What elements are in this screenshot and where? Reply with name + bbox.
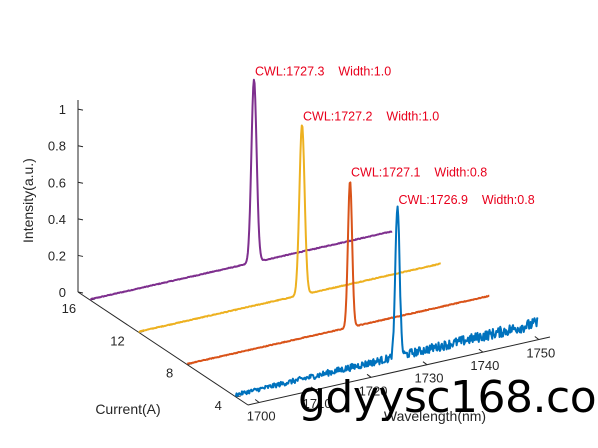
x-tick-mark (422, 361, 428, 366)
x-tick-mark (310, 386, 316, 391)
y-tick-label: 16 (62, 301, 76, 316)
y-tick-label: 8 (166, 366, 173, 381)
z-tick-label: 0 (59, 285, 66, 300)
z-tick-mark (77, 145, 84, 148)
peak-annotation-8a: CWL:1727.1 Width:0.8 (351, 166, 487, 180)
x-tick-label: 1720 (359, 383, 388, 398)
x-tick-label: 1750 (526, 346, 555, 361)
z-tick-mark (77, 218, 84, 221)
z-tick-label: 0.2 (48, 248, 66, 263)
x-axis-title: Wavelength(nm) (384, 408, 486, 424)
z-tick-mark (77, 108, 84, 111)
current-axis-line (77, 291, 249, 406)
watermark-text: gdyysc168.co (298, 372, 597, 423)
x-tick-label: 1730 (415, 371, 444, 386)
z-tick-label: 0.4 (48, 212, 66, 227)
x-tick-mark (478, 348, 484, 353)
x-tick-label: 1740 (470, 358, 499, 373)
x-tick-mark (254, 399, 260, 403)
series-group (89, 78, 539, 397)
peak-annotation-16a: CWL:1727.3 Width:1.0 (255, 64, 391, 78)
peak-annotation-12a: CWL:1727.2 Width:1.0 (303, 110, 439, 124)
x-tick-label: 1700 (247, 408, 276, 423)
x-tick-label: 1710 (303, 396, 332, 411)
z-tick-mark (77, 291, 84, 294)
z-tick-mark (77, 181, 84, 184)
z-axis-title: Intensity(a.u.) (20, 158, 36, 243)
x-tick-mark (534, 336, 540, 340)
y-tick-label: 12 (110, 333, 124, 348)
x-tick-mark (366, 373, 372, 378)
y-axis-title: Current(A) (95, 401, 160, 417)
wavelength-axis-line (247, 336, 551, 406)
spectrum-line-4a (234, 205, 539, 397)
z-tick-label: 0.8 (48, 139, 66, 154)
spectrum-line-12a (138, 124, 442, 333)
spectrum-line-16a (89, 78, 393, 301)
z-tick-label: 1 (59, 102, 66, 117)
spectrum-line-8a (186, 181, 490, 365)
z-tick-mark (77, 254, 84, 257)
axes: 1700 1710 1720 1730 1740 1750 4 8 12 160 0.2 0.4 0.6… (48, 100, 555, 423)
y-tick-label: 4 (215, 398, 222, 413)
labels: Intensity(a.u.) Wavelength(nm) Current(A) C… (20, 64, 535, 424)
peak-annotation-4a: CWL:1726.9 Width:0.8 (398, 193, 534, 207)
z-tick-label: 0.6 (48, 175, 66, 190)
